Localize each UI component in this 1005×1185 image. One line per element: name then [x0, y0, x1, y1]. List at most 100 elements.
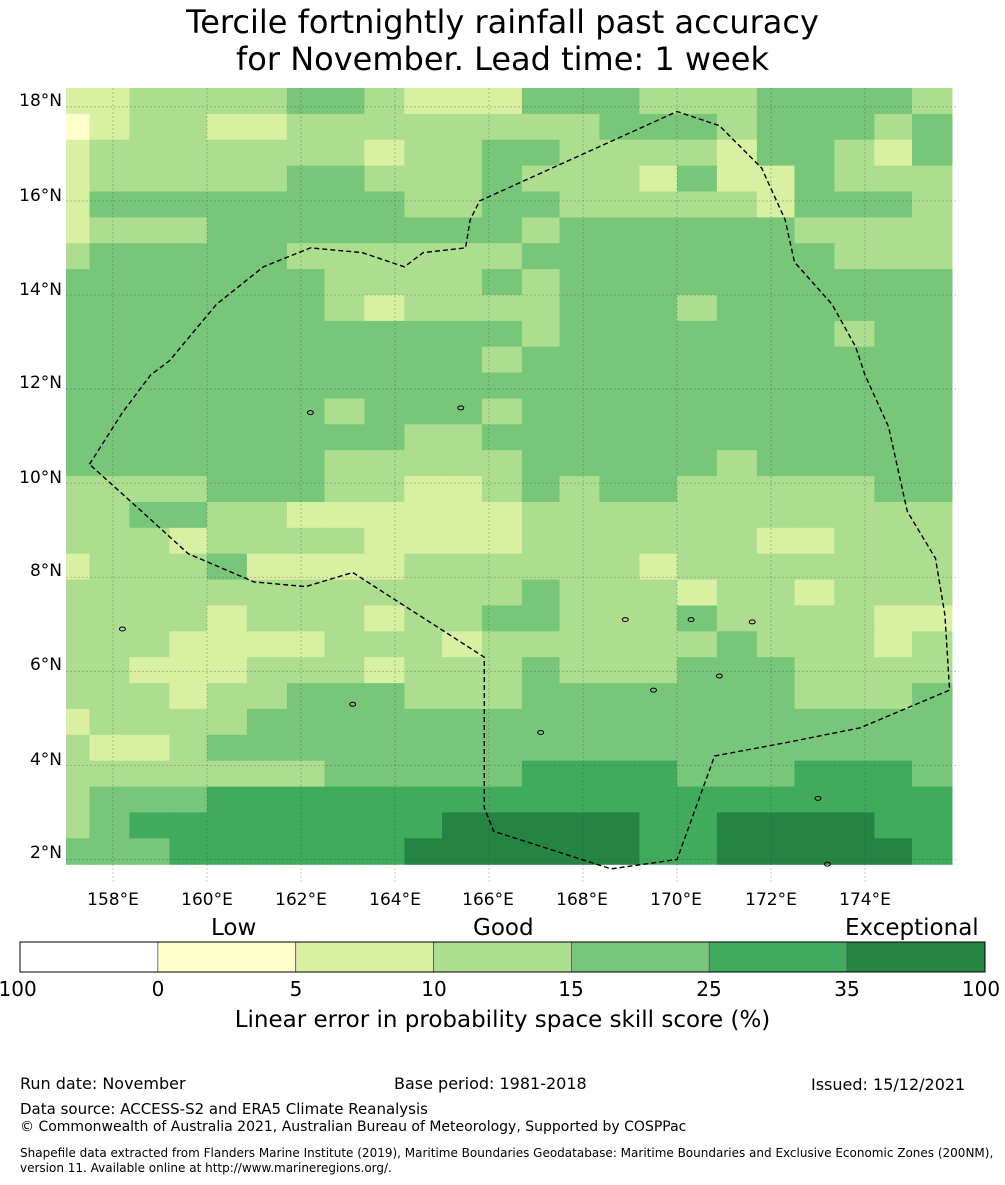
- skill-cell: [794, 165, 835, 193]
- skill-cell: [66, 786, 91, 814]
- skill-cell: [246, 424, 288, 451]
- skill-cell: [599, 502, 640, 529]
- skill-cell: [521, 346, 561, 374]
- island-outline: [457, 405, 465, 411]
- skill-cell: [834, 657, 875, 684]
- skill-cell: [66, 424, 91, 451]
- skill-cell: [716, 476, 758, 503]
- skill-cell: [834, 605, 875, 632]
- skill-cell: [834, 450, 875, 477]
- skill-cell: [286, 734, 326, 762]
- skill-cell: [756, 838, 796, 865]
- skill-cell: [716, 553, 758, 581]
- skill-cell: [677, 217, 718, 244]
- skill-cell: [756, 579, 796, 607]
- skill-cell: [89, 683, 130, 710]
- skill-cell: [912, 579, 953, 607]
- skill-cell: [246, 372, 288, 400]
- skill-cell: [324, 269, 365, 296]
- skill-cell: [66, 527, 91, 555]
- skill-cell: [521, 631, 561, 658]
- skill-cell: [207, 502, 248, 529]
- skill-cell: [66, 398, 91, 425]
- skill-cell: [794, 553, 835, 581]
- skill-cell: [874, 398, 913, 425]
- skill-cell: [912, 372, 953, 400]
- island-outline: [748, 619, 756, 625]
- skill-cell: [442, 191, 483, 218]
- colorbar-swatch: [19, 941, 159, 973]
- skill-cell: [677, 527, 718, 555]
- legend-label-low: Low: [211, 915, 257, 941]
- skill-cell: [89, 605, 130, 632]
- skill-cell: [677, 683, 718, 710]
- skill-cell: [599, 217, 640, 244]
- skill-cell: [442, 734, 483, 762]
- lat-label-18n: 18°N: [19, 91, 62, 111]
- skill-cell: [874, 838, 913, 865]
- skill-cell: [521, 217, 561, 244]
- skill-cell: [207, 113, 248, 141]
- island-outline: [687, 617, 695, 623]
- skill-cell: [912, 165, 953, 193]
- skill-cell: [324, 579, 365, 607]
- skill-cell: [834, 631, 875, 658]
- skill-cell: [246, 527, 288, 555]
- skill-cell: [364, 269, 405, 296]
- skill-cell: [677, 502, 718, 529]
- skill-cell: [834, 838, 875, 865]
- skill-cell: [207, 786, 248, 814]
- skill-cell: [912, 243, 953, 270]
- skill-cell: [404, 139, 443, 167]
- skill-cell: [169, 683, 208, 710]
- skill-cell: [89, 372, 130, 400]
- colorbar-tick-minus100: -100: [0, 977, 37, 1001]
- skill-cell: [521, 450, 561, 477]
- skill-cell: [521, 786, 561, 814]
- skill-cell: [89, 88, 130, 115]
- skill-cell: [89, 786, 130, 814]
- skill-cell: [559, 165, 600, 193]
- skill-cell: [364, 295, 405, 322]
- skill-cell: [874, 217, 913, 244]
- skill-cell: [66, 579, 91, 607]
- skill-cell: [246, 217, 288, 244]
- skill-cell: [716, 708, 758, 736]
- skill-cell: [286, 476, 326, 503]
- skill-cell: [89, 708, 130, 736]
- skill-cell: [481, 398, 523, 425]
- skill-cell: [89, 812, 130, 839]
- skill-cell: [66, 346, 91, 374]
- island-outline: [823, 861, 831, 867]
- skill-cell: [169, 838, 208, 865]
- skill-cell: [364, 243, 405, 270]
- colorbar-swatch: [846, 941, 986, 973]
- skill-cell: [364, 165, 405, 193]
- skill-cell: [481, 450, 523, 477]
- skill-grid: [66, 88, 953, 865]
- skill-cell: [677, 372, 718, 400]
- skill-cell: [324, 631, 365, 658]
- colorbar-tick-5: 5: [289, 977, 303, 1001]
- skill-cell: [481, 657, 523, 684]
- skill-cell: [286, 88, 326, 115]
- skill-cell: [66, 838, 91, 865]
- skill-cell: [129, 760, 170, 788]
- skill-cell: [677, 269, 718, 296]
- skill-cell: [639, 812, 678, 839]
- skill-cell: [716, 812, 758, 839]
- skill-cell: [169, 139, 208, 167]
- skill-cell: [404, 760, 443, 788]
- skill-cell: [324, 760, 365, 788]
- skill-cell: [794, 295, 835, 322]
- legend-label-good: Good: [473, 915, 534, 941]
- skill-cell: [442, 398, 483, 425]
- skill-cell: [324, 243, 365, 270]
- skill-cell: [89, 269, 130, 296]
- skill-cell: [559, 191, 600, 218]
- run-date: Run date: November: [20, 1074, 186, 1093]
- skill-cell: [286, 605, 326, 632]
- skill-cell: [207, 760, 248, 788]
- lat-label-14n: 14°N: [19, 280, 62, 300]
- skill-cell: [481, 320, 523, 348]
